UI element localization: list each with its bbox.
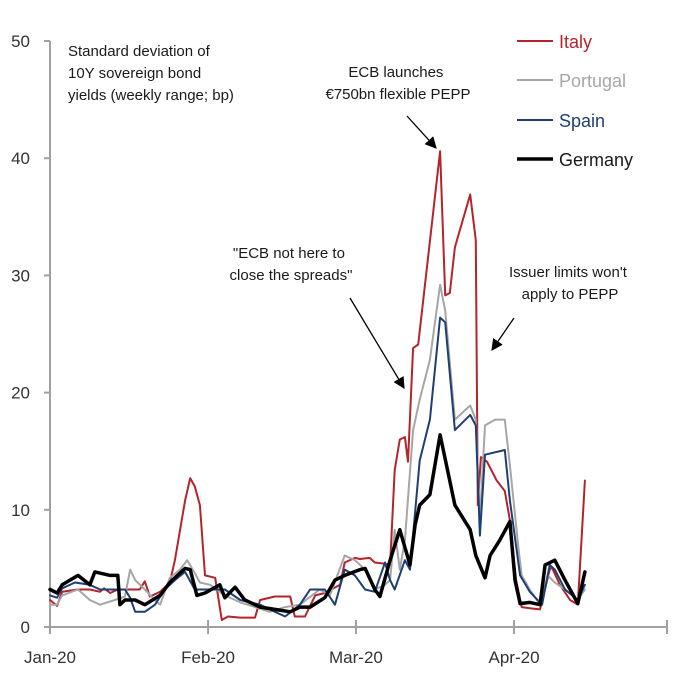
annotation-spreads-line-2: close the spreads" [230, 267, 353, 284]
annotation-spreads-line-1: "ECB not here to [233, 245, 345, 262]
legend: Italy Portugal Spain Germany [517, 32, 633, 170]
chart-subtitle: Standard deviation of 10Y sovereign bond… [68, 43, 234, 104]
y-ticks: 0 10 20 30 40 50 [11, 32, 50, 637]
x-tick-label: Mar-20 [329, 648, 383, 667]
legend-label-germany: Germany [559, 150, 633, 170]
series-line-portugal [49, 283, 586, 613]
annotation-issuer: Issuer limits won't apply to PEPP [491, 264, 631, 351]
subtitle-line-2: 10Y sovereign bond [68, 65, 201, 82]
annotation-pepp-line-1: ECB launches [348, 64, 443, 81]
annotation-pepp-arrow [406, 115, 437, 149]
y-tick-label: 20 [11, 384, 30, 403]
svg-text:Issuer limits won't appl: Issuer limits won't apply to PEPP [509, 264, 631, 303]
annotation-pepp: ECB launches €750bn flexible PEPP [325, 64, 471, 149]
subtitle-line-1: Standard deviation of [68, 43, 211, 60]
subtitle-line-3: yields (weekly range; bp) [68, 87, 234, 104]
series-layer [48, 150, 587, 621]
y-tick-label: 10 [11, 501, 30, 520]
svg-text:"ECB not here to close t: "ECB not here to close the spreads" [230, 245, 353, 284]
annotation-spreads: "ECB not here to close the spreads" [230, 245, 405, 390]
annotation-issuer-line-1: Issuer limits won't [509, 264, 628, 281]
series-line-germany [48, 433, 587, 614]
svg-text:ECB launches €750bn flex: ECB launches €750bn flexible PEPP [325, 64, 470, 103]
annotation-spreads-arrow [349, 297, 405, 390]
annotation-issuer-arrow [491, 317, 515, 351]
annotation-issuer-line-2: apply to PEPP [522, 286, 619, 303]
x-tick-label: Apr-20 [489, 648, 540, 667]
annotation-pepp-line-2: €750bn flexible PEPP [325, 86, 470, 103]
y-tick-label: 40 [11, 149, 30, 168]
y-tick-label: 50 [11, 32, 30, 51]
x-ticks: Jan-20 Feb-20 Mar-20 Apr-20 [24, 620, 668, 667]
series-line-italy [49, 150, 586, 621]
y-tick-label: 0 [21, 618, 30, 637]
legend-label-spain: Spain [559, 111, 605, 131]
x-tick-label: Jan-20 [24, 648, 76, 667]
x-tick-label: Feb-20 [181, 648, 235, 667]
y-tick-label: 30 [11, 266, 30, 285]
legend-label-portugal: Portugal [559, 71, 626, 91]
legend-label-italy: Italy [559, 32, 592, 52]
